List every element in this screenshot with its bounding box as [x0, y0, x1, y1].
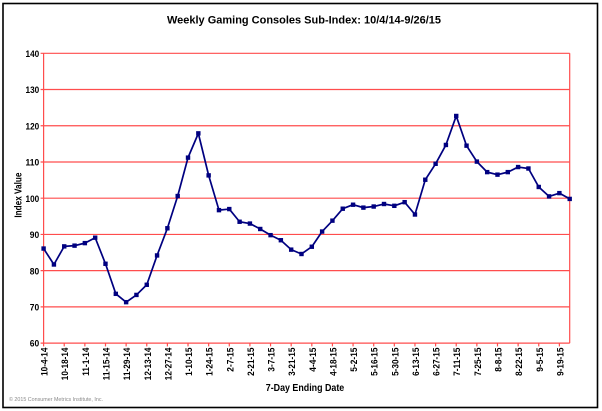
svg-text:9-5-15: 9-5-15: [535, 348, 545, 372]
svg-text:6-27-15: 6-27-15: [432, 348, 442, 376]
svg-text:2-7-15: 2-7-15: [225, 348, 235, 372]
svg-text:5-16-15: 5-16-15: [370, 348, 380, 376]
svg-text:7-11-15: 7-11-15: [452, 348, 462, 376]
svg-text:12-13-14: 12-13-14: [143, 348, 153, 381]
svg-text:100: 100: [26, 194, 40, 204]
svg-text:8-8-15: 8-8-15: [493, 348, 503, 372]
svg-text:4-4-15: 4-4-15: [308, 348, 318, 372]
svg-text:9-19-15: 9-19-15: [555, 348, 565, 376]
svg-text:110: 110: [26, 158, 40, 168]
svg-text:Weekly Gaming Consoles Sub-Ind: Weekly Gaming Consoles Sub-Index: 10/4/1…: [167, 15, 441, 27]
svg-text:10-4-14: 10-4-14: [40, 348, 50, 376]
svg-text:10-18-14: 10-18-14: [60, 348, 70, 381]
svg-text:3-7-15: 3-7-15: [267, 348, 277, 372]
svg-text:7-25-15: 7-25-15: [473, 348, 483, 376]
svg-text:130: 130: [26, 85, 40, 95]
svg-text:1-24-15: 1-24-15: [205, 348, 215, 376]
svg-text:140: 140: [26, 49, 40, 59]
svg-text:5-30-15: 5-30-15: [390, 348, 400, 376]
svg-text:120: 120: [26, 121, 40, 131]
svg-text:11-1-14: 11-1-14: [81, 348, 91, 376]
svg-text:5-2-15: 5-2-15: [349, 348, 359, 372]
svg-text:11-29-14: 11-29-14: [122, 348, 132, 381]
svg-text:11-15-14: 11-15-14: [101, 348, 111, 381]
svg-text:© 2015 Consumer Metrics Instit: © 2015 Consumer Metrics Institute, Inc.: [9, 396, 103, 403]
svg-text:4-18-15: 4-18-15: [328, 348, 338, 376]
svg-text:2-21-15: 2-21-15: [246, 348, 256, 376]
svg-text:7-Day Ending Date: 7-Day Ending Date: [266, 383, 345, 394]
svg-text:70: 70: [30, 302, 39, 312]
svg-text:12-27-14: 12-27-14: [163, 348, 173, 381]
svg-text:Index Value: Index Value: [14, 172, 25, 218]
svg-text:6-13-15: 6-13-15: [411, 348, 421, 376]
svg-text:8-22-15: 8-22-15: [514, 348, 524, 376]
svg-text:1-10-15: 1-10-15: [184, 348, 194, 376]
svg-text:3-21-15: 3-21-15: [287, 348, 297, 376]
svg-text:80: 80: [30, 266, 39, 276]
svg-text:90: 90: [30, 230, 39, 240]
svg-text:60: 60: [30, 339, 39, 349]
